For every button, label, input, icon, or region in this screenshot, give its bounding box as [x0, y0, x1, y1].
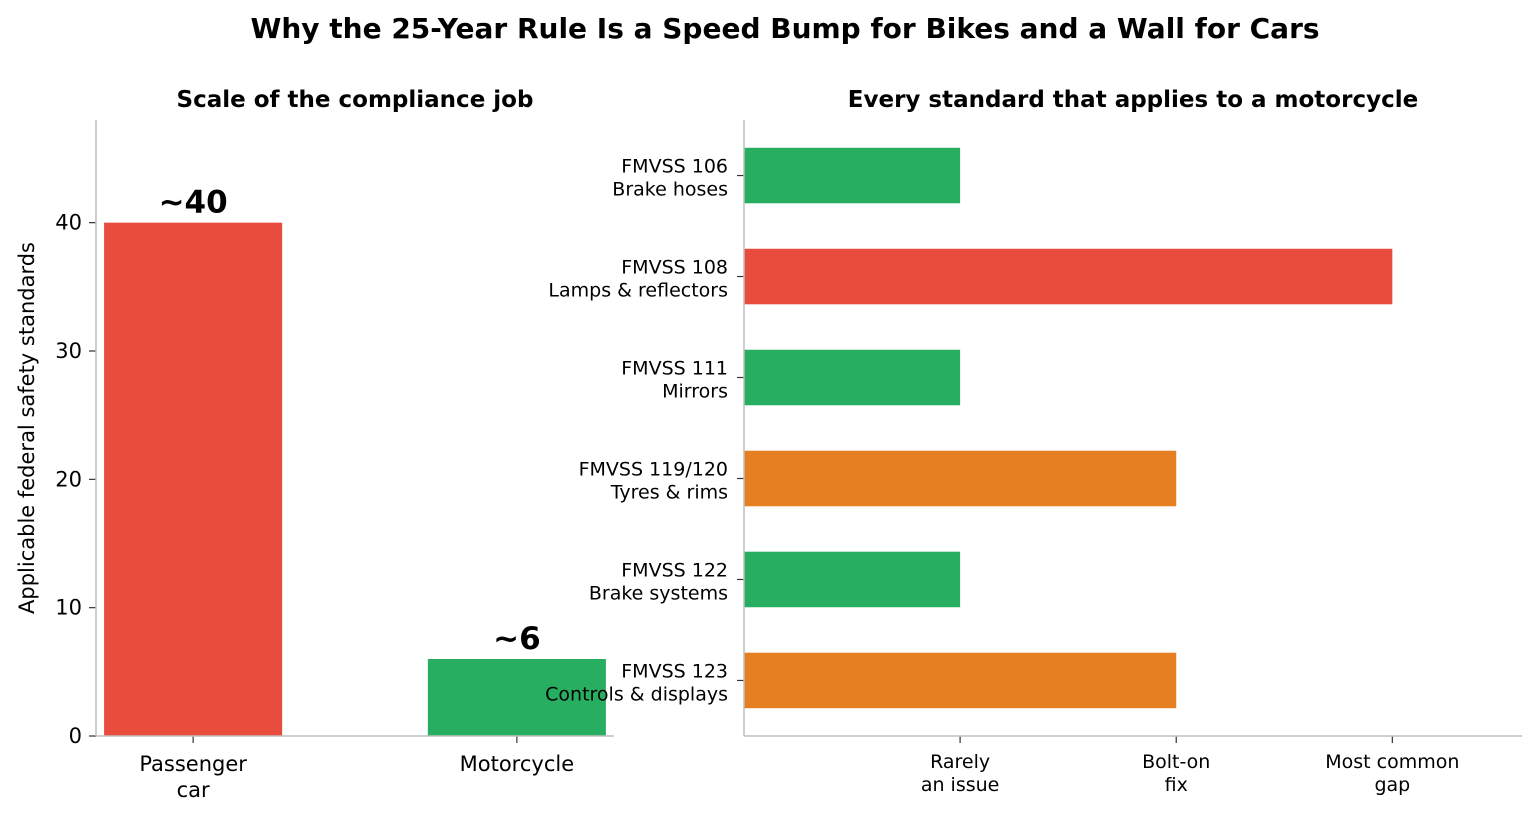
left-y-tick-label: 40 — [55, 211, 82, 235]
left-bar-1 — [427, 659, 606, 736]
right-x-tick-label: Most common gap — [1325, 751, 1459, 796]
right-y-tick-label: FMVSS 123 Controls & displays — [545, 660, 728, 705]
right-bar-2 — [744, 349, 961, 406]
right-x-tick-label: Rarely an issue — [921, 751, 1000, 796]
right-bars — [744, 147, 1393, 709]
right-y-tick-label: FMVSS 111 Mirrors — [621, 358, 728, 403]
left-x-tick-label: Passenger car — [139, 752, 247, 802]
right-x-tick-label: Bolt-on fix — [1142, 751, 1210, 796]
right-y-axis-ticks: FMVSS 106 Brake hoses FMVSS 108 Lamps & ref… — [545, 156, 744, 705]
right-bar-3 — [744, 450, 1177, 507]
left-x-tick-label: Motorcycle — [460, 752, 575, 776]
right-chart-motorcycle-standards: Every standard that applies to a motorcy… — [545, 87, 1522, 796]
left-y-tick-label: 0 — [69, 724, 82, 748]
left-y-tick-label: 20 — [55, 467, 82, 491]
left-bar-data-label: ~6 — [493, 621, 541, 657]
right-bar-1 — [744, 248, 1393, 305]
right-bar-0 — [744, 147, 961, 204]
right-chart-title: Every standard that applies to a motorcy… — [848, 87, 1418, 113]
left-x-axis-ticks: Passenger car Motorcycle — [139, 736, 574, 802]
left-y-axis-ticks: 0 10 20 30 40 — [55, 211, 96, 748]
right-y-tick-label: FMVSS 106 Brake hoses — [612, 156, 728, 201]
left-bar-data-label: ~40 — [159, 185, 228, 221]
left-bar-0 — [104, 222, 283, 736]
left-chart-ylabel: Applicable federal safety standards — [15, 242, 39, 614]
right-y-tick-label: FMVSS 108 Lamps & reflectors — [548, 257, 728, 302]
left-y-tick-label: 30 — [55, 339, 82, 363]
right-y-tick-label: FMVSS 119/120 Tyres & rims — [579, 458, 728, 503]
left-chart-compliance-scale: Scale of the compliance job Applicable f… — [15, 87, 614, 802]
right-bar-5 — [744, 652, 1177, 709]
left-chart-title: Scale of the compliance job — [177, 87, 534, 113]
left-y-tick-label: 10 — [55, 596, 82, 620]
right-y-tick-label: FMVSS 122 Brake systems — [589, 559, 728, 604]
right-bar-4 — [744, 551, 961, 608]
left-bars: ~40 ~6 — [104, 185, 606, 736]
figure-suptitle: Why the 25-Year Rule Is a Speed Bump for… — [250, 12, 1319, 45]
right-x-axis-ticks: Rarely an issue Bolt-on fix Most common gap — [921, 736, 1459, 796]
